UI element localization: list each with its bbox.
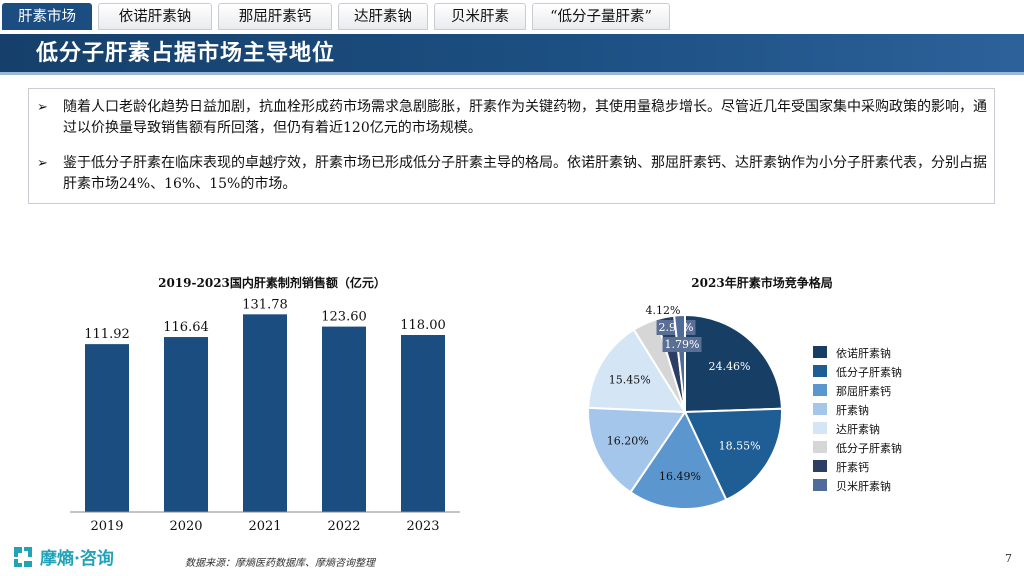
- bullet-text: 鉴于低分子肝素在临床表现的卓越疗效，肝素市场已形成低分子肝素主导的格局。依诺肝素…: [63, 155, 987, 192]
- bullet-text: 随着人口老龄化趋势日益加剧，抗血栓形成药市场需求急剧膨胀，肝素作为关键药物，其使…: [63, 99, 987, 136]
- pie-data-label: 4.12%: [646, 304, 681, 317]
- legend-swatch: [813, 384, 827, 396]
- bullet-2: ➢ 鉴于低分子肝素在临床表现的卓越疗效，肝素市场已形成低分子肝素主导的格局。依诺…: [37, 153, 987, 195]
- tab-enoxaparin[interactable]: 依诺肝素钠: [98, 3, 212, 30]
- tab-lmwh[interactable]: “低分子量肝素”: [532, 3, 670, 30]
- arrow-bullet-icon: ➢: [37, 100, 48, 115]
- arrow-bullet-icon: ➢: [37, 156, 48, 171]
- tab-bemiparin[interactable]: 贝米肝素: [434, 3, 526, 30]
- legend-label: 依诺肝素钠: [836, 346, 891, 360]
- legend-swatch: [813, 460, 827, 472]
- logo-text: 摩熵·咨询: [40, 548, 114, 569]
- pie-data-label: 16.20%: [607, 435, 649, 448]
- legend-swatch: [813, 346, 827, 358]
- x-tick-label: 2020: [169, 519, 202, 534]
- legend-swatch: [813, 365, 827, 377]
- pie-slice: [629, 409, 728, 510]
- legend-label: 贝米肝素钠: [836, 479, 891, 493]
- bar-value-label: 123.60: [321, 310, 367, 325]
- pie-chart-title: 2023年肝素市场竞争格局: [691, 275, 832, 290]
- legend-label: 达肝素钠: [836, 422, 880, 436]
- x-tick-label: 2023: [406, 519, 439, 534]
- bar-value-label: 118.00: [400, 318, 446, 333]
- title-underline: [0, 72, 1024, 75]
- logo-mark-icon: [14, 547, 32, 567]
- pie-slice: [683, 407, 783, 502]
- legend-label: 那屈肝素钙: [836, 384, 891, 398]
- legend-label: 低分子肝素钠: [836, 441, 902, 455]
- pie-data-label: 16.49%: [659, 470, 701, 483]
- bullet-1: ➢ 随着人口老龄化趋势日益加剧，抗血栓形成药市场需求急剧膨胀，肝素作为关键药物，…: [37, 97, 987, 139]
- bar-value-label: 131.78: [242, 297, 288, 312]
- pie-data-label: 18.55%: [719, 439, 761, 452]
- x-tick-label: 2022: [327, 519, 360, 534]
- bar-2019: [85, 344, 129, 512]
- legend-swatch: [813, 441, 827, 453]
- legend-label: 肝素钙: [836, 460, 869, 474]
- brand-logo: 摩熵·咨询: [10, 543, 150, 571]
- bar-value-label: 111.92: [84, 327, 130, 342]
- summary-box: ➢ 随着人口老龄化趋势日益加剧，抗血栓形成药市场需求急剧膨胀，肝素作为关键药物，…: [28, 88, 995, 204]
- tab-heparin-market[interactable]: 肝素市场: [2, 3, 92, 30]
- legend-swatch: [813, 479, 827, 491]
- tab-dalteparin[interactable]: 达肝素钠: [338, 3, 428, 30]
- page-title: 低分子肝素占据市场主导地位: [36, 40, 336, 66]
- bar-2020: [164, 337, 208, 512]
- x-tick-label: 2021: [248, 519, 281, 534]
- legend-swatch: [813, 422, 827, 434]
- pie-data-label: 1.79%: [665, 338, 700, 351]
- bar-2023: [401, 335, 445, 512]
- bar-chart-title: 2019-2023国内肝素制剂销售额（亿元）: [158, 275, 386, 290]
- title-bar: 低分子肝素占据市场主导地位: [0, 34, 1024, 72]
- data-source: 数据来源：摩熵医药数据库、摩熵咨询整理: [185, 558, 375, 569]
- pie-label-bg: [662, 337, 702, 352]
- bar-2022: [322, 326, 366, 512]
- pie-slice: [684, 313, 783, 414]
- bar-chart: 2019-2023国内肝素制剂销售额（亿元） 111.92 2019 116.64 2…: [70, 275, 460, 534]
- page-number: 7: [1005, 552, 1012, 565]
- legend-label: 低分子肝素钠: [836, 365, 902, 379]
- legend-swatch: [813, 403, 827, 415]
- bar-value-label: 116.64: [163, 320, 209, 335]
- pie-slice: [587, 328, 687, 414]
- pie-slice: [587, 406, 687, 494]
- tab-nadroparin[interactable]: 那屈肝素钙: [218, 3, 332, 30]
- pie-data-label: 15.45%: [609, 374, 651, 387]
- pie-data-label: 24.46%: [709, 360, 751, 373]
- legend-label: 肝素钠: [836, 403, 869, 417]
- x-tick-label: 2019: [90, 519, 123, 534]
- tab-bar: 肝素市场 依诺肝素钠 那屈肝素钙 达肝素钠 贝米肝素 “低分子量肝素”: [0, 0, 1024, 34]
- bar-2021: [243, 314, 287, 512]
- pie-chart: 2023年肝素市场竞争格局 24.46% 18.55% 16.49% 16.20% 15…: [587, 275, 902, 510]
